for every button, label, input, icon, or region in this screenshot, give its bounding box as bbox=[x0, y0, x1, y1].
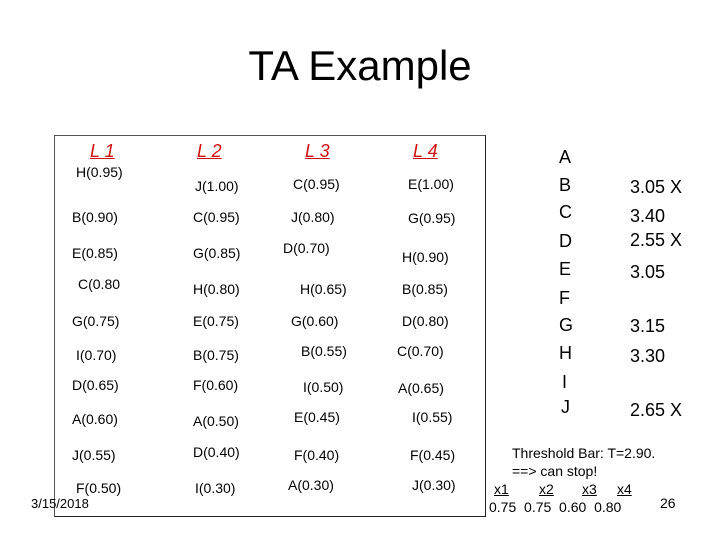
l3-entry: H(0.65) bbox=[300, 281, 347, 297]
l4-entry: J(0.30) bbox=[412, 477, 456, 493]
l4-entry: C(0.70) bbox=[397, 343, 444, 359]
l3-entry: J(0.80) bbox=[291, 209, 335, 225]
l2-entry: C(0.95) bbox=[193, 209, 240, 225]
l3-entry: D(0.70) bbox=[283, 240, 330, 256]
l1-entry: G(0.75) bbox=[72, 313, 120, 329]
l4-entry: F(0.45) bbox=[410, 447, 456, 463]
l3-entry: A(0.30) bbox=[288, 477, 334, 493]
threshold-bar-text: Threshold Bar: T=2.90. bbox=[512, 445, 656, 461]
score-item-label: C bbox=[559, 202, 572, 222]
score-item-label: D bbox=[559, 231, 572, 251]
score-item-label: E bbox=[559, 259, 572, 279]
score-value: 2.65 X bbox=[630, 400, 683, 420]
l3-entry: G(0.60) bbox=[291, 313, 339, 329]
l4-entry: I(0.55) bbox=[412, 409, 453, 425]
l1-entry: I(0.70) bbox=[76, 347, 117, 363]
list-header-l1: L 1 bbox=[90, 141, 115, 161]
l4-entry: E(1.00) bbox=[408, 176, 454, 192]
l1-entry: D(0.65) bbox=[72, 377, 119, 393]
l2-entry: A(0.50) bbox=[193, 413, 239, 429]
l2-entry: D(0.40) bbox=[193, 444, 240, 460]
score-value: 3.05 X bbox=[630, 177, 683, 197]
l4-entry: D(0.80) bbox=[402, 313, 449, 329]
l1-entry: J(0.55) bbox=[72, 447, 116, 463]
l1-entry: C(0.80 bbox=[78, 276, 121, 292]
slide-date: 3/15/2018 bbox=[31, 496, 89, 511]
threshold-var-x4: x4 bbox=[617, 481, 632, 497]
score-item-label: J bbox=[561, 397, 570, 417]
list-header-l3: L 3 bbox=[305, 141, 330, 161]
threshold-var-x2: x2 bbox=[539, 481, 554, 497]
score-value: 3.40 bbox=[630, 206, 666, 226]
l3-entry: I(0.50) bbox=[303, 379, 344, 395]
l3-entry: B(0.55) bbox=[301, 343, 347, 359]
l1-entry: F(0.50) bbox=[76, 480, 122, 496]
l4-entry: H(0.90) bbox=[402, 249, 449, 265]
l4-entry: G(0.95) bbox=[408, 210, 456, 226]
l2-entry: I(0.30) bbox=[195, 480, 236, 496]
l3-entry: C(0.95) bbox=[293, 176, 340, 192]
l2-entry: F(0.60) bbox=[193, 377, 239, 393]
can-stop-text: ==> can stop! bbox=[512, 463, 598, 479]
l1-entry: B(0.90) bbox=[72, 209, 118, 225]
list-header-l4: L 4 bbox=[413, 141, 438, 161]
l4-entry: A(0.65) bbox=[398, 380, 444, 396]
threshold-var-x1: x1 bbox=[494, 481, 509, 497]
score-item-label: H bbox=[559, 343, 572, 363]
sorted-lists-table bbox=[54, 135, 486, 517]
score-item-label: F bbox=[559, 288, 570, 308]
threshold-values: 0.75 0.75 0.60 0.80 bbox=[489, 499, 622, 515]
score-item-label: I bbox=[562, 372, 568, 392]
l1-entry: H(0.95) bbox=[76, 164, 123, 180]
score-item-label: G bbox=[559, 315, 574, 335]
l2-entry: E(0.75) bbox=[193, 313, 239, 329]
score-value: 3.15 bbox=[630, 316, 666, 336]
l3-entry: E(0.45) bbox=[294, 409, 340, 425]
threshold-var-x3: x3 bbox=[582, 481, 597, 497]
score-value: 3.05 bbox=[630, 262, 666, 282]
score-item-label: B bbox=[559, 175, 572, 195]
l2-entry: B(0.75) bbox=[193, 347, 239, 363]
l4-entry: B(0.85) bbox=[402, 281, 448, 297]
l2-entry: G(0.85) bbox=[193, 245, 241, 261]
l3-entry: F(0.40) bbox=[294, 447, 340, 463]
slide-title: TA Example bbox=[248, 42, 472, 89]
l2-entry: H(0.80) bbox=[193, 281, 240, 297]
score-value: 2.55 X bbox=[630, 230, 683, 250]
l2-entry: J(1.00) bbox=[195, 178, 239, 194]
l1-entry: A(0.60) bbox=[72, 411, 118, 427]
l1-entry: E(0.85) bbox=[72, 245, 118, 261]
score-item-label: A bbox=[559, 147, 572, 167]
list-header-l2: L 2 bbox=[197, 141, 222, 161]
slide-number: 26 bbox=[660, 495, 676, 511]
score-value: 3.30 bbox=[630, 346, 666, 366]
